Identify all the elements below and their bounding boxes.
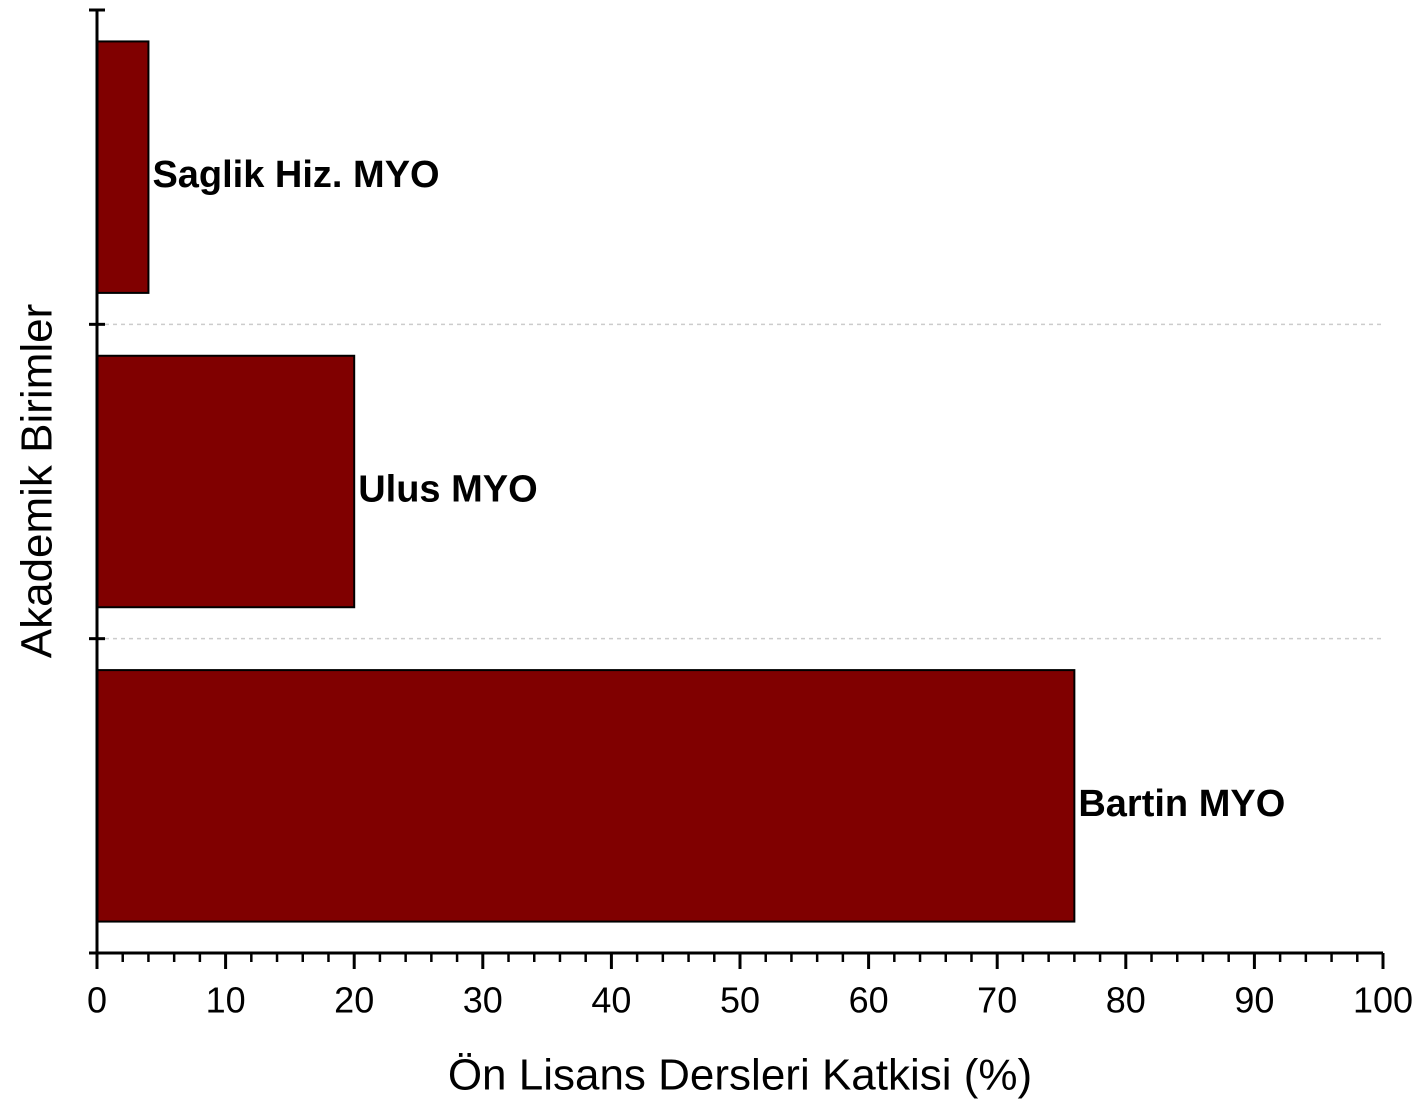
x-tick-label: 10	[206, 980, 246, 1021]
x-tick-label: 40	[591, 980, 631, 1021]
x-tick-label: 50	[720, 980, 760, 1021]
x-axis-title: Ön Lisans Dersleri Katkisi (%)	[448, 1051, 1032, 1100]
bar-label: Ulus MYO	[358, 469, 537, 511]
x-tick-label: 100	[1353, 980, 1413, 1021]
x-tick-label: 70	[977, 980, 1017, 1021]
x-tick-label: 30	[463, 980, 503, 1021]
y-axis-title: Akademik Birimler	[13, 304, 62, 659]
x-tick-label: 20	[334, 980, 374, 1021]
x-tick-label: 90	[1234, 980, 1274, 1021]
bar-label: Bartin MYO	[1078, 783, 1285, 825]
x-tick-label: 80	[1106, 980, 1146, 1021]
bar	[96, 40, 150, 294]
bar	[96, 669, 1076, 923]
x-tick-label: 60	[849, 980, 889, 1021]
x-tick-label: 0	[87, 980, 107, 1021]
bar	[96, 354, 356, 609]
bar-label: Saglik Hiz. MYO	[152, 154, 439, 196]
